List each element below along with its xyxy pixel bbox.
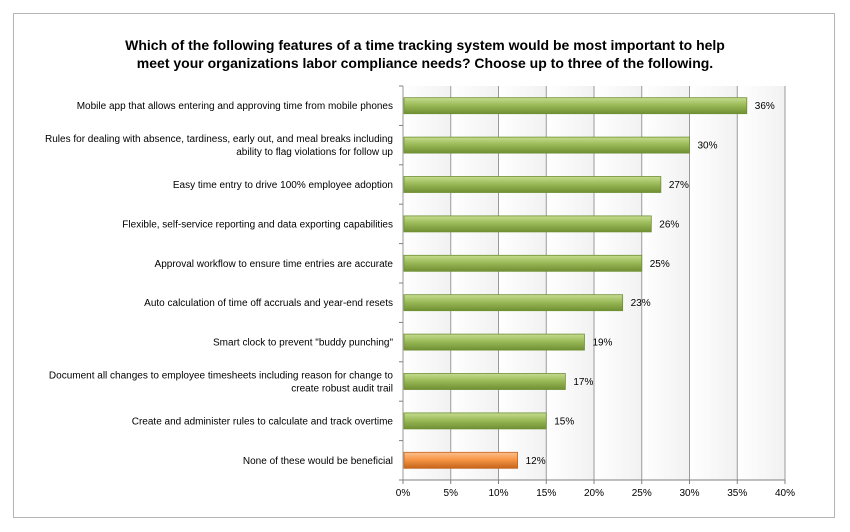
- category-label: Rules for dealing with absence, tardines…: [45, 134, 393, 145]
- bar: [403, 412, 547, 430]
- category-label: Auto calculation of time off accruals an…: [144, 298, 393, 309]
- bar: [403, 136, 690, 154]
- plot-band: [737, 86, 785, 480]
- bar: [403, 373, 566, 390]
- x-tick-label: 35%: [727, 488, 747, 499]
- category-label: create robust audit trail: [291, 384, 393, 395]
- x-tick-label: 0%: [396, 488, 411, 499]
- bar: [403, 254, 643, 272]
- plot-band: [689, 86, 738, 480]
- bar: [403, 333, 585, 351]
- x-tick-label: 5%: [444, 488, 459, 499]
- chart-title-line-2: meet your organizations labor compliance…: [136, 55, 714, 71]
- bar: [403, 294, 624, 312]
- data-label: 23%: [631, 298, 651, 309]
- chart-title-line-1: Which of the following features of a tim…: [125, 37, 725, 53]
- category-label: ability to flag violations for follow up: [236, 147, 393, 158]
- category-label: Mobile app that allows entering and appr…: [77, 101, 393, 112]
- data-label: 15%: [554, 416, 574, 427]
- x-tick-label: 20%: [584, 488, 604, 499]
- data-label: 30%: [698, 141, 718, 152]
- bar: [403, 97, 748, 115]
- data-label: 25%: [650, 259, 670, 270]
- x-tick-label: 10%: [488, 488, 508, 499]
- x-tick-label: 15%: [536, 488, 556, 499]
- bar: [403, 215, 652, 233]
- category-label: Document all changes to employee timeshe…: [49, 371, 394, 382]
- bar: [403, 176, 662, 193]
- data-label: 12%: [526, 456, 546, 467]
- category-label: Flexible, self-service reporting and dat…: [122, 219, 393, 230]
- category-label: None of these would be beneficial: [243, 456, 393, 467]
- data-label: 26%: [659, 219, 679, 230]
- category-label: Create and administer rules to calculate…: [132, 416, 394, 427]
- category-label: Easy time entry to drive 100% employee a…: [173, 180, 393, 191]
- data-label: 19%: [592, 338, 612, 349]
- category-label: Approval workflow to ensure time entries…: [155, 259, 394, 270]
- x-tick-label: 40%: [775, 488, 795, 499]
- data-label: 27%: [669, 180, 689, 191]
- data-label: 36%: [755, 101, 775, 112]
- x-tick-label: 30%: [679, 488, 699, 499]
- bar-highlight: [403, 451, 518, 469]
- data-label: 17%: [573, 377, 593, 388]
- category-label: Smart clock to prevent "buddy punching": [213, 338, 393, 349]
- chart-title: Which of the following features of a tim…: [0, 36, 850, 72]
- x-tick-label: 25%: [632, 488, 652, 499]
